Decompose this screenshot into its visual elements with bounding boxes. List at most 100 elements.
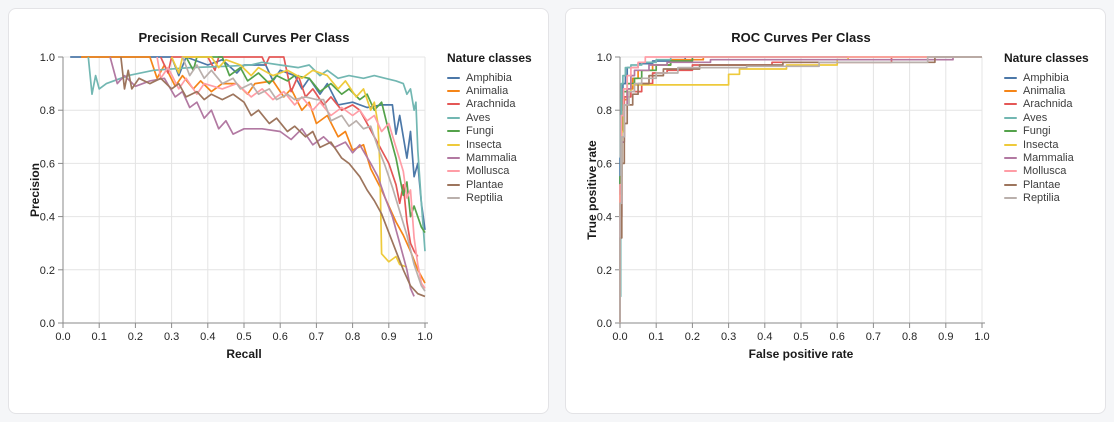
pr-legend: Nature classes Amphibia Animalia Arachnida… bbox=[447, 51, 545, 205]
legend-swatch bbox=[447, 76, 460, 79]
legend-item-label: Amphibia bbox=[1023, 71, 1069, 84]
legend-item-label: Reptilia bbox=[1023, 192, 1060, 205]
legend-swatch bbox=[447, 170, 460, 173]
legend-item-label: Insecta bbox=[466, 138, 502, 151]
y-tick-label: 1.0 bbox=[597, 52, 612, 64]
legend-items: Amphibia Animalia Arachnida Aves Fungi Insect… bbox=[1004, 71, 1102, 205]
legend-item-insecta: Insecta bbox=[1004, 138, 1102, 151]
roc-chart-canvas: 0.0 0.1 0.2 0.3 0.4 0.5 0.6 0.7 0.8 0.9 1.0 0.0 0.2 0… bbox=[597, 52, 990, 343]
x-tick-label: 0.4 bbox=[200, 331, 215, 343]
x-tick-label: 0.9 bbox=[381, 331, 396, 343]
y-tick-label: 0.0 bbox=[597, 318, 612, 330]
x-tick-label: 1.0 bbox=[974, 331, 989, 343]
x-tick-label: 1.0 bbox=[417, 331, 432, 343]
legend-swatch bbox=[1004, 76, 1017, 79]
y-tick-label: 0.4 bbox=[40, 212, 55, 224]
legend-item-fungi: Fungi bbox=[1004, 125, 1102, 138]
legend-items: Amphibia Animalia Arachnida Aves Fungi Insect… bbox=[447, 71, 545, 205]
legend-item-label: Arachnida bbox=[1023, 98, 1073, 111]
y-tick-label: 0.8 bbox=[40, 105, 55, 117]
legend-item-plantae: Plantae bbox=[447, 178, 545, 191]
series-line-aves bbox=[87, 56, 426, 252]
legend-item-label: Plantae bbox=[1023, 178, 1061, 191]
legend-item-mammalia: Mammalia bbox=[1004, 151, 1102, 164]
y-tick-label: 0.4 bbox=[597, 212, 612, 224]
series-line-plantae bbox=[120, 56, 426, 298]
roc-curves-panel[interactable]: 0.0 0.1 0.2 0.3 0.4 0.5 0.6 0.7 0.8 0.9 1.0 0.0 0.2 0… bbox=[565, 8, 1106, 414]
legend-swatch bbox=[447, 90, 460, 93]
y-tick-label: 0.2 bbox=[597, 265, 612, 277]
y-tick-label: 1.0 bbox=[40, 52, 55, 64]
x-tick-label: 0.6 bbox=[273, 331, 288, 343]
legend-item-label: Mammalia bbox=[466, 152, 517, 165]
x-tick-label: 0.8 bbox=[345, 331, 360, 343]
legend-item-mollusca: Mollusca bbox=[1004, 165, 1102, 178]
legend-item-label: Fungi bbox=[466, 125, 494, 138]
legend-title: Nature classes bbox=[447, 51, 532, 65]
x-tick-label: 0.1 bbox=[92, 331, 107, 343]
x-tick-label: 0.7 bbox=[866, 331, 881, 343]
x-tick-label: 0.4 bbox=[757, 331, 772, 343]
pr-y-axis-label: Precision bbox=[28, 162, 42, 218]
legend-item-label: Reptilia bbox=[466, 192, 503, 205]
y-tick-label: 0.2 bbox=[40, 265, 55, 277]
y-tick-label: 0.6 bbox=[40, 158, 55, 170]
x-tick-label: 0.6 bbox=[830, 331, 845, 343]
legend-swatch bbox=[1004, 116, 1017, 119]
legend-item-label: Mollusca bbox=[466, 165, 510, 178]
legend-item-label: Aves bbox=[466, 111, 491, 124]
legend-item-label: Aves bbox=[1023, 111, 1048, 124]
series-line-insecta bbox=[170, 56, 408, 268]
x-tick-label: 0.2 bbox=[685, 331, 700, 343]
legend-item-label: Arachnida bbox=[466, 98, 516, 111]
x-tick-label: 0.2 bbox=[128, 331, 143, 343]
legend-item-amphibia: Amphibia bbox=[447, 71, 545, 84]
x-tick-label: 0.5 bbox=[793, 331, 808, 343]
x-tick-label: 0.9 bbox=[938, 331, 953, 343]
legend-item-label: Mammalia bbox=[1023, 152, 1074, 165]
series-line-reptilia bbox=[619, 56, 982, 323]
legend-item-label: Plantae bbox=[466, 178, 504, 191]
legend-item-label: Animalia bbox=[1023, 85, 1066, 98]
roc-x-axis-label: False positive rate bbox=[748, 347, 854, 361]
pr-curves-panel[interactable]: 0.0 0.1 0.2 0.3 0.4 0.5 0.6 0.7 0.8 0.9 1.0 0.0 0.2 0… bbox=[8, 8, 549, 414]
legend-swatch bbox=[1004, 130, 1017, 133]
legend-item-animalia: Animalia bbox=[1004, 84, 1102, 97]
legend-item-animalia: Animalia bbox=[447, 84, 545, 97]
roc-legend: Nature classes Amphibia Animalia Arachnida… bbox=[1004, 51, 1102, 205]
legend-swatch bbox=[447, 103, 460, 106]
x-tick-label: 0.3 bbox=[164, 331, 179, 343]
pr-chart-canvas: 0.0 0.1 0.2 0.3 0.4 0.5 0.6 0.7 0.8 0.9 1.0 0.0 0.2 0… bbox=[40, 52, 433, 343]
pr-chart-title: Precision Recall Curves Per Class bbox=[138, 30, 350, 45]
legend-item-label: Amphibia bbox=[466, 71, 512, 84]
legend-item-reptilia: Reptilia bbox=[447, 192, 545, 205]
x-tick-label: 0.0 bbox=[55, 331, 70, 343]
series-line-arachnida bbox=[159, 56, 419, 257]
legend-item-mammalia: Mammalia bbox=[447, 151, 545, 164]
series-line-mollusca bbox=[156, 56, 426, 289]
legend-item-mollusca: Mollusca bbox=[447, 165, 545, 178]
legend-swatch bbox=[447, 157, 460, 160]
legend-swatch bbox=[447, 183, 460, 186]
legend-swatch bbox=[447, 197, 460, 200]
legend-title: Nature classes bbox=[1004, 51, 1089, 65]
legend-swatch bbox=[1004, 170, 1017, 173]
y-tick-label: 0.0 bbox=[40, 318, 55, 330]
legend-item-plantae: Plantae bbox=[1004, 178, 1102, 191]
legend-swatch bbox=[447, 116, 460, 119]
legend-item-label: Mollusca bbox=[1023, 165, 1067, 178]
y-tick-label: 0.8 bbox=[597, 105, 612, 117]
series-line-fungi bbox=[185, 56, 426, 234]
x-tick-label: 0.8 bbox=[902, 331, 917, 343]
legend-item-amphibia: Amphibia bbox=[1004, 71, 1102, 84]
legend-item-reptilia: Reptilia bbox=[1004, 192, 1102, 205]
pr-x-axis-label: Recall bbox=[226, 347, 262, 361]
roc-chart-title: ROC Curves Per Class bbox=[731, 30, 871, 45]
x-tick-label: 0.3 bbox=[721, 331, 736, 343]
series-line-reptilia bbox=[181, 56, 426, 292]
roc-y-axis-label: True positive rate bbox=[585, 140, 599, 240]
legend-swatch bbox=[447, 130, 460, 133]
legend-swatch bbox=[1004, 143, 1017, 146]
legend-swatch bbox=[1004, 197, 1017, 200]
legend-item-label: Animalia bbox=[466, 85, 509, 98]
